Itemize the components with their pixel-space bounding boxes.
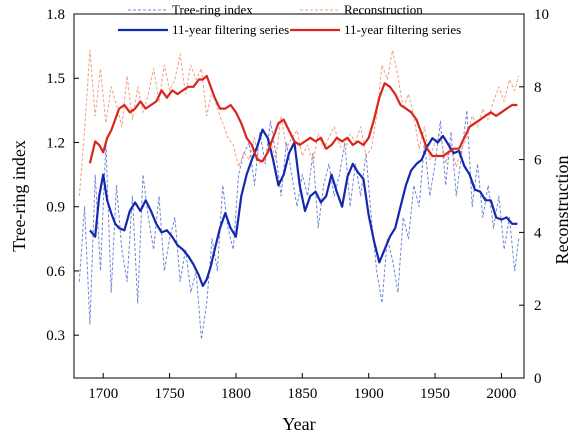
ticks-layer (74, 13, 524, 379)
x-tick-label-2000: 2000 (486, 386, 516, 402)
tree-ring-index-line (78, 109, 520, 340)
legend-label-reconstruction: Reconstruction (344, 2, 423, 17)
tree-ring-filtered-line (89, 128, 518, 287)
plot-frame (73, 13, 525, 379)
right-tick-label-8: 8 (534, 80, 542, 96)
left-tick-label-1.5: 1.5 (46, 71, 65, 87)
tick-labels-layer: 1700 1750 1800 1850 1900 1950 2000 0.3 0.6 0.9 1.2… (46, 7, 549, 402)
x-tick-label-1750: 1750 (155, 386, 185, 402)
legend-label-tree-ring-index: Tree-ring index (172, 2, 253, 17)
right-tick-label-6: 6 (534, 153, 542, 169)
legend: Tree-ring index Reconstruction 11-year f… (118, 2, 461, 37)
x-tick-label-1950: 1950 (420, 386, 450, 402)
right-tick-label-4: 4 (534, 225, 542, 241)
x-tick-label-1900: 1900 (354, 386, 384, 402)
left-tick-label-0.3: 0.3 (46, 328, 65, 344)
legend-label-filter-red: 11-year filtering series (344, 22, 461, 37)
x-axis-title: Year (282, 414, 315, 434)
right-tick-label-2: 2 (534, 298, 542, 314)
left-tick-label-1.2: 1.2 (46, 135, 65, 151)
series-layer (78, 49, 520, 340)
x-tick-label-1850: 1850 (287, 386, 317, 402)
left-tick-label-0.6: 0.6 (46, 264, 65, 280)
left-tick-label-0.9: 0.9 (46, 200, 65, 216)
reconstruction-line (78, 49, 520, 197)
x-tick-label-1700: 1700 (88, 386, 118, 402)
right-tick-label-10: 10 (534, 7, 549, 23)
reconstruction-filtered-line (88, 74, 518, 164)
left-tick-label-1.8: 1.8 (46, 7, 65, 23)
x-tick-label-1800: 1800 (221, 386, 251, 402)
right-axis-title: Reconstruction (552, 156, 572, 265)
right-tick-label-0: 0 (534, 371, 542, 387)
left-axis-title: Tree-ring index (9, 140, 29, 252)
legend-label-filter-blue: 11-year filtering series (172, 22, 289, 37)
